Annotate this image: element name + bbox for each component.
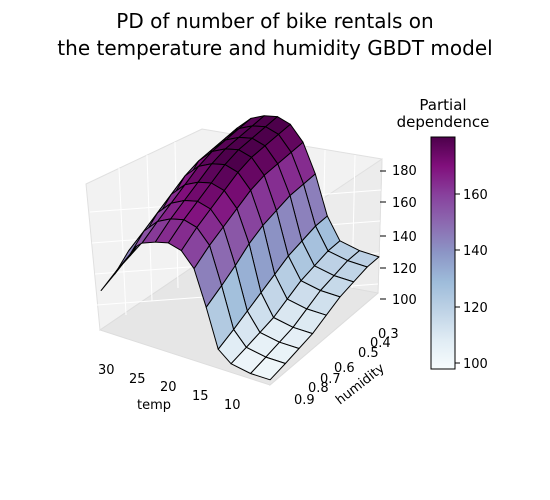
colorbar: 160 140 120 100 [430, 136, 488, 372]
y-tick-label: 0.3 [378, 327, 399, 342]
x-tick-label: 15 [192, 389, 209, 404]
y-tick-label: 0.5 [358, 346, 379, 361]
surface-patch [100, 253, 131, 291]
y-tick-label: 0.6 [334, 361, 355, 376]
colorbar-tick-label: 120 [463, 301, 488, 316]
x-axis-label: temp [137, 398, 171, 413]
z-tick-label: 100 [392, 293, 417, 308]
colorbar-tick-label: 100 [463, 357, 488, 372]
z-axis: 180 160 140 120 100 [380, 164, 417, 308]
colorbar-title-line-2: dependence [396, 113, 490, 131]
colorbar-tick-label: 160 [463, 188, 488, 203]
colorbar-tick-label: 140 [463, 244, 488, 259]
x-tick-label: 30 [98, 363, 115, 378]
y-tick-label: 0.4 [370, 336, 391, 351]
x-axis: 30 25 20 15 10 temp [98, 363, 241, 413]
colorbar-title-line-1: Partial [419, 96, 467, 114]
chart-title-line-1: PD of number of bike rentals on [116, 9, 434, 33]
colorbar-title: Partial dependence [388, 97, 498, 131]
z-tick-label: 180 [392, 164, 417, 179]
z-tick-label: 160 [392, 196, 417, 211]
y-tick-label: 0.9 [294, 393, 315, 408]
y-tick-label: 0.8 [308, 381, 329, 396]
z-tick-label: 120 [392, 262, 417, 277]
x-tick-label: 10 [224, 398, 241, 413]
gridline [118, 167, 127, 316]
x-tick-label: 25 [129, 372, 146, 387]
x-tick-label: 20 [160, 380, 177, 395]
chart-title: PD of number of bike rentals on the temp… [0, 8, 550, 62]
z-tick-label: 140 [392, 230, 417, 245]
y-tick-label: 0.7 [320, 372, 341, 387]
surface-mesh [100, 115, 380, 381]
colorbar-gradient [430, 136, 456, 370]
chart-title-line-2: the temperature and humidity GBDT model [57, 36, 493, 60]
